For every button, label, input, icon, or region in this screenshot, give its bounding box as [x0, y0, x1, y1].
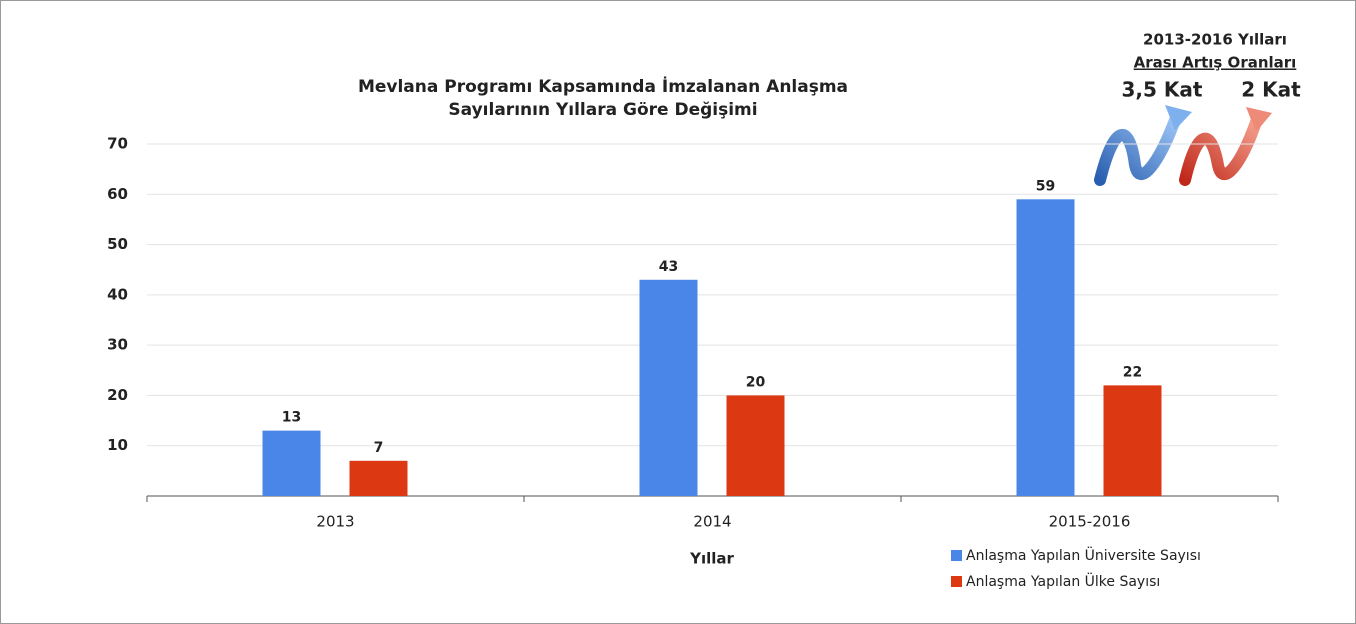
arrow-icon — [1165, 105, 1192, 130]
value-label: 13 — [282, 410, 301, 426]
arrow-icon — [1179, 116, 1262, 186]
y-tick-label: 40 — [107, 285, 128, 303]
bar — [262, 430, 321, 496]
x-tick-label: 2014 — [693, 513, 731, 531]
value-label: 22 — [1123, 364, 1142, 380]
chart-title: Sayılarının Yıllara Göre Değişimi — [448, 100, 757, 120]
value-label: 20 — [746, 374, 766, 390]
annotation-label: 3,5 Kat — [1122, 78, 1203, 102]
annotation-title: Arası Artış Oranları — [1134, 54, 1297, 72]
value-label: 59 — [1036, 178, 1055, 194]
bar — [726, 395, 785, 496]
value-label: 43 — [659, 259, 678, 275]
y-tick-label: 30 — [107, 336, 128, 354]
y-tick-label: 60 — [107, 185, 128, 203]
x-axis-label: Yıllar — [689, 550, 734, 568]
arrow-icon — [1246, 107, 1272, 132]
annotation-title: 2013-2016 Yılları — [1143, 31, 1287, 49]
legend-label: Anlaşma Yapılan Üniversite Sayısı — [966, 546, 1201, 564]
y-tick-label: 70 — [107, 135, 128, 153]
bar — [639, 279, 698, 496]
x-tick-label: 2015-2016 — [1049, 513, 1131, 531]
legend-swatch — [951, 576, 962, 587]
value-label: 7 — [374, 440, 384, 456]
bar — [349, 460, 408, 496]
arrow-icon — [1094, 114, 1181, 186]
x-tick-label: 2013 — [316, 513, 354, 531]
y-tick-label: 50 — [107, 235, 128, 253]
legend-label: Anlaşma Yapılan Ülke Sayısı — [966, 572, 1160, 590]
y-tick-label: 10 — [107, 436, 128, 454]
chart-title: Mevlana Programı Kapsamında İmzalanan An… — [358, 75, 848, 97]
y-tick-label: 20 — [107, 386, 128, 404]
bar — [1103, 385, 1162, 496]
legend-swatch — [951, 550, 962, 561]
annotation-label: 2 Kat — [1241, 78, 1301, 102]
bar — [1016, 199, 1075, 497]
